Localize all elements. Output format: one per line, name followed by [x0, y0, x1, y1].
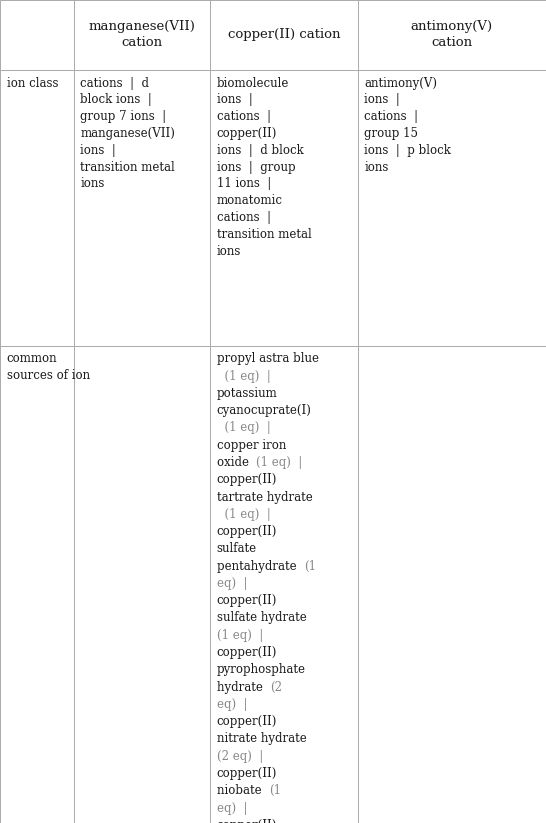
Bar	[210, 346, 358, 823]
Text: (1 eq)  |: (1 eq) |	[256, 456, 302, 469]
Text: cations  |  d
block ions  |
group 7 ions  |
manganese(VII)
ions  |
transition me: cations | d block ions | group 7 ions | …	[80, 77, 175, 190]
Text: pyrophosphate: pyrophosphate	[217, 663, 306, 677]
Text: oxide: oxide	[217, 456, 256, 469]
Text: (1: (1	[269, 784, 281, 797]
Text: hydrate: hydrate	[217, 681, 270, 694]
Text: propyl astra blue: propyl astra blue	[217, 352, 319, 365]
Bar	[358, 70, 546, 346]
Text: copper(II): copper(II)	[217, 819, 277, 823]
Text: potassium: potassium	[217, 387, 277, 400]
Text: nitrate hydrate: nitrate hydrate	[217, 732, 306, 746]
Text: eq)  |: eq) |	[217, 577, 247, 590]
Text: eq)  |: eq) |	[217, 698, 247, 711]
Bar	[210, 0, 358, 70]
Bar	[358, 346, 546, 823]
Text: antimony(V)
cation: antimony(V) cation	[411, 21, 493, 49]
Text: sulfate hydrate: sulfate hydrate	[217, 611, 306, 625]
Bar	[74, 346, 210, 823]
Text: tartrate hydrate: tartrate hydrate	[217, 491, 312, 504]
Text: copper(II): copper(II)	[217, 525, 277, 538]
Text: sulfate: sulfate	[217, 542, 257, 556]
Text: copper(II): copper(II)	[217, 646, 277, 659]
Text: copper(II) cation: copper(II) cation	[228, 29, 340, 41]
Text: (2 eq)  |: (2 eq) |	[217, 750, 263, 763]
Bar	[358, 0, 546, 70]
Text: (1 eq)  |: (1 eq) |	[217, 629, 263, 642]
Bar	[74, 0, 210, 70]
Text: niobate: niobate	[217, 784, 269, 797]
Text: (1 eq)  |: (1 eq) |	[217, 421, 270, 435]
Text: antimony(V)
ions  |
cations  |
group 15
ions  |  p block
ions: antimony(V) ions | cations | group 15 io…	[364, 77, 451, 174]
Text: eq)  |: eq) |	[217, 802, 247, 815]
Text: (1 eq)  |: (1 eq) |	[217, 508, 270, 521]
Bar	[0, 70, 74, 346]
Text: copper(II): copper(II)	[217, 594, 277, 607]
Text: biomolecule
ions  |
cations  |
copper(II)
ions  |  d block
ions  |  group
11 ion: biomolecule ions | cations | copper(II) …	[217, 77, 312, 258]
Text: copper(II): copper(II)	[217, 767, 277, 780]
Bar	[210, 70, 358, 346]
Text: manganese(VII)
cation: manganese(VII) cation	[88, 21, 195, 49]
Text: ion class: ion class	[7, 77, 58, 90]
Text: (2: (2	[270, 681, 282, 694]
Bar	[74, 70, 210, 346]
Text: (1: (1	[304, 560, 316, 573]
Text: pentahydrate: pentahydrate	[217, 560, 304, 573]
Bar	[0, 346, 74, 823]
Text: common
sources of ion: common sources of ion	[7, 352, 90, 382]
Text: copper(II): copper(II)	[217, 715, 277, 728]
Text: cyanocuprate(I): cyanocuprate(I)	[217, 404, 312, 417]
Text: copper iron: copper iron	[217, 439, 286, 452]
Bar	[0, 0, 74, 70]
Text: copper(II): copper(II)	[217, 473, 277, 486]
Text: (1 eq)  |: (1 eq) |	[217, 370, 270, 383]
